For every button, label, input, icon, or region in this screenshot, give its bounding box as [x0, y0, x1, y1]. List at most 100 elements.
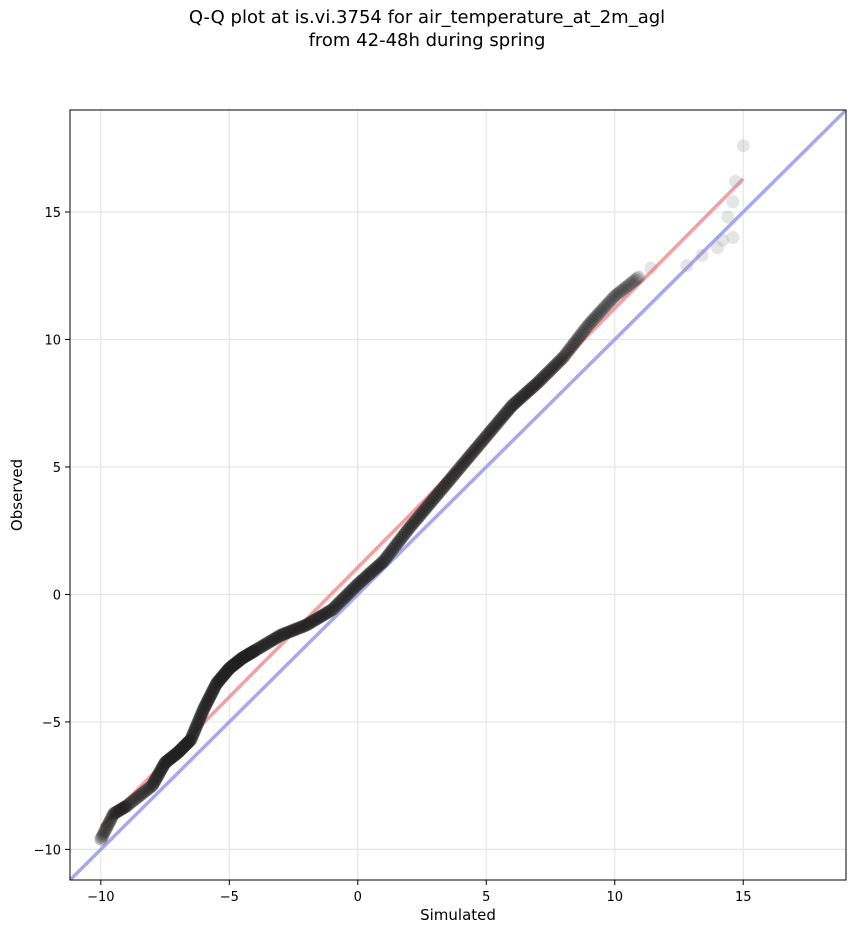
quantile-point [98, 823, 112, 837]
quantile-point [112, 803, 126, 817]
quantile-point [288, 622, 302, 636]
quantile-point [575, 327, 589, 341]
quantile-point [172, 745, 186, 759]
quantile-point [120, 799, 134, 813]
quantile-point [586, 313, 600, 327]
quantile-point [238, 650, 252, 664]
quantile-point [142, 782, 156, 796]
quantile-point [356, 572, 370, 586]
quantile-point [155, 761, 169, 775]
quantile-point [562, 343, 576, 357]
quantile-point [468, 442, 482, 456]
quantile-point [261, 636, 275, 650]
quantile-point [432, 486, 446, 500]
quantile-point [243, 646, 257, 660]
quantile-point [558, 348, 572, 362]
quantile-point [96, 829, 110, 843]
quantile-point [176, 741, 190, 755]
quantile-point [179, 737, 193, 751]
quantile-point [599, 299, 613, 313]
quantile-point [233, 653, 247, 667]
quantile-point [404, 519, 418, 533]
quantile-point [162, 753, 176, 767]
quantile-point [358, 571, 372, 585]
quantile-point [615, 283, 629, 297]
quantile-point [461, 451, 475, 465]
quantile-point [177, 739, 191, 753]
quantile-point [105, 810, 119, 824]
quantile-point [210, 676, 224, 690]
quantile-point [231, 655, 245, 669]
quantile-point [588, 311, 602, 325]
quantile-point [191, 715, 205, 729]
quantile-point [197, 702, 211, 716]
quantile-point [178, 738, 192, 752]
quantile-point [294, 620, 308, 634]
x-axis-title: Simulated [420, 906, 496, 924]
quantile-point [499, 405, 513, 419]
quantile-point [276, 628, 290, 642]
quantile-point [613, 285, 627, 299]
quantile-point [187, 726, 201, 740]
quantile-point [309, 613, 323, 627]
chart-title-line-2: from 42-48h during spring [308, 30, 546, 51]
quantile-point [571, 331, 585, 345]
quantile-point [147, 775, 161, 789]
quantile-point [203, 689, 217, 703]
quantile-point [593, 305, 607, 319]
quantile-point [170, 746, 184, 760]
quantile-point [521, 384, 535, 398]
quantile-point [252, 641, 266, 655]
quantile-point [387, 540, 401, 554]
plot-frame [69, 109, 847, 881]
chart-title: Q-Q plot at is.vi.3754 for air_temperatu… [0, 6, 854, 52]
quantile-point [531, 376, 545, 390]
quantile-point [621, 279, 635, 293]
quantile-point [439, 477, 453, 491]
quantile-point [624, 276, 638, 290]
quantile-point [153, 766, 167, 780]
quantile-point [397, 528, 411, 542]
quantile-point [116, 801, 130, 815]
quantile-point [121, 798, 135, 812]
quantile-point [221, 662, 235, 676]
quantile-point [132, 789, 146, 803]
quantile-point [536, 370, 550, 384]
quantile-point [516, 389, 530, 403]
quantile-point [236, 651, 250, 665]
quantile-point [109, 806, 123, 820]
quantile-point [421, 499, 435, 513]
quantile-point [246, 645, 260, 659]
quantile-point [555, 352, 569, 366]
tail-point [729, 174, 743, 188]
quantile-point [527, 379, 541, 393]
quantile-point [343, 585, 357, 599]
quantile-point [220, 664, 234, 678]
quantile-point [117, 801, 131, 815]
quantile-point [347, 581, 361, 595]
quantile-point [220, 665, 234, 679]
quantile-point [494, 412, 508, 426]
quantile-point [437, 480, 451, 494]
quantile-point [108, 806, 122, 820]
quantile-point [608, 289, 622, 303]
quantile-point [619, 280, 633, 294]
y-tick-label: 5 [53, 461, 61, 476]
quantile-point [95, 830, 109, 844]
quantile-point [419, 501, 433, 515]
quantile-point [532, 374, 546, 388]
quantile-point [628, 273, 642, 287]
quantile-point [219, 666, 233, 680]
quantile-point [290, 622, 304, 636]
quantile-point [181, 736, 195, 749]
quantile-point [351, 577, 365, 591]
quantile-point [455, 458, 469, 472]
quantile-point [602, 295, 616, 309]
quantile-point [452, 462, 466, 476]
quantile-point [415, 506, 429, 520]
quantile-point [148, 774, 162, 788]
quantile-point [520, 386, 534, 400]
quantile-point [114, 802, 128, 816]
quantile-point [190, 717, 204, 731]
